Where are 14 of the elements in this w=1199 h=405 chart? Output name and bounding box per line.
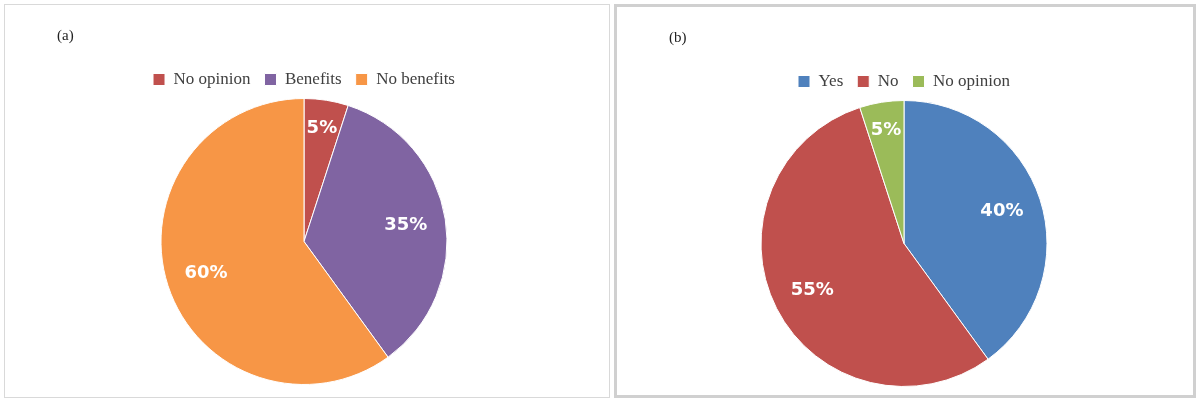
legend-label: No: [877, 70, 899, 90]
legend-label: Benefits: [284, 68, 342, 88]
chart-title: (a): [57, 27, 74, 44]
data-label: 5%: [306, 116, 338, 138]
data-label: 5%: [870, 118, 902, 140]
chart-title: (b): [669, 29, 687, 46]
data-label: 55%: [790, 277, 834, 299]
data-label: 60%: [184, 260, 228, 282]
legend-label: No opinion: [933, 70, 1011, 90]
legend-label: No opinion: [173, 68, 251, 88]
data-label: 35%: [384, 213, 428, 235]
data-label: 40%: [980, 199, 1024, 221]
legend-label: Yes: [818, 70, 844, 90]
legend-label: No benefits: [376, 68, 455, 88]
